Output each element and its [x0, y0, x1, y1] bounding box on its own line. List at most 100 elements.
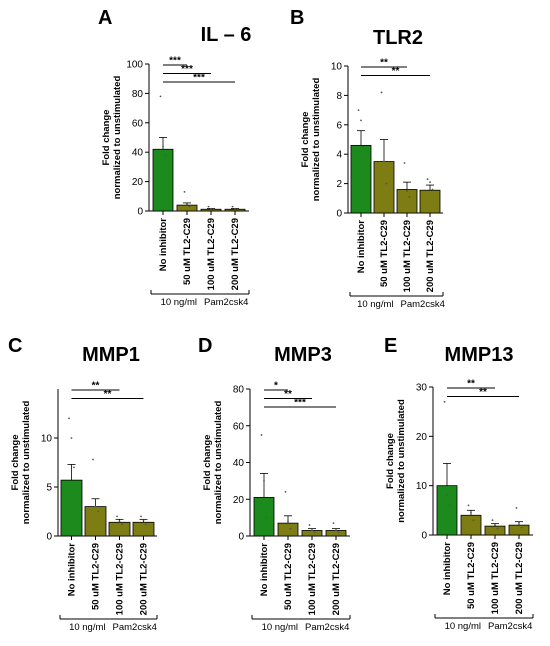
data-point-b-1 [380, 91, 383, 94]
y-axis-label-line1-e: Fold change [385, 433, 396, 489]
data-point-c-1 [92, 458, 94, 461]
data-point-c-3 [145, 523, 147, 526]
data-point-b-3 [429, 181, 431, 184]
data-point-c-0 [73, 466, 75, 469]
data-point-e-2 [494, 524, 496, 527]
x-category-label-b-0: No inhibitor [356, 220, 367, 274]
y-tick-label-c: 10 [41, 434, 53, 445]
bar-e-3 [508, 524, 530, 536]
data-point-c-2 [116, 515, 118, 518]
significance-label-d-2: *** [294, 398, 306, 409]
group-label-conc-b: 10 ng/ml [357, 299, 393, 310]
y-axis-label-line2-e: normalized to unstimulated [396, 399, 407, 523]
significance-label-c-1: ** [104, 389, 112, 400]
data-point-e-1 [472, 519, 475, 522]
data-point-a-2 [212, 208, 215, 211]
x-category-label-e-0: No inhibitor [442, 542, 453, 596]
y-axis-label-line1-a: Fold change [101, 110, 112, 166]
data-point-d-2 [311, 529, 313, 532]
data-point-d-1 [289, 527, 292, 530]
data-point-e-0 [446, 494, 448, 497]
y-tick-label-a: 0 [137, 207, 143, 218]
bar-c-2 [108, 521, 131, 537]
bar-e-2 [484, 525, 506, 536]
x-category-label-c-1: 50 uM TL2-C29 [91, 543, 102, 610]
data-point-c-0 [68, 417, 70, 420]
x-category-label-d-3: 200 uM TL2-C29 [331, 543, 342, 615]
y-axis-label-line2-b: normalized to unstimulated [311, 78, 322, 202]
x-category-label-e-3: 200 uM TL2-C29 [514, 542, 525, 614]
significance-label-a-1: *** [181, 64, 193, 75]
data-point-b-0 [360, 119, 362, 122]
bar-b-3 [419, 189, 441, 214]
bar-e-1 [460, 514, 482, 536]
y-tick-label-a: 80 [132, 89, 144, 100]
x-category-label-a-3: 200 uM TL2-C29 [230, 218, 241, 290]
y-tick-label-c: 5 [46, 483, 52, 494]
data-point-d-2 [308, 524, 311, 526]
data-point-d-1 [284, 491, 287, 493]
y-tick-label-c: 0 [46, 532, 52, 543]
y-axis-label-line1-b: Fold change [300, 112, 311, 168]
data-point-e-2 [496, 527, 499, 530]
bar-a-1 [176, 204, 198, 212]
panel-title-e: MMP13 [445, 344, 514, 366]
group-label-agent-a: Pam2csk4 [204, 297, 248, 308]
x-category-label-a-0: No inhibitor [158, 218, 169, 272]
x-category-label-b-1: 50 uM TL2-C29 [379, 220, 390, 287]
significance-label-c-0: ** [92, 381, 100, 392]
data-point-b-0 [357, 109, 360, 111]
data-point-c-2 [121, 523, 123, 526]
bar-c-0 [60, 479, 83, 537]
y-axis-label-line1-d: Fold change [202, 435, 213, 491]
data-point-e-3 [515, 506, 518, 509]
data-point-c-2 [118, 520, 121, 523]
y-tick-label-d: 60 [233, 421, 245, 432]
x-category-label-b-3: 200 uM TL2-C29 [425, 220, 436, 292]
bar-d-1 [277, 522, 299, 537]
panel-letter-e: E [384, 335, 397, 357]
panel-letter-c: C [8, 335, 22, 357]
data-point-b-3 [426, 178, 429, 181]
data-point-d-1 [287, 520, 289, 523]
x-category-label-a-1: 50 uM TL2-C29 [182, 218, 193, 285]
data-point-d-0 [260, 434, 263, 436]
y-tick-label-a: 100 [126, 60, 143, 71]
data-point-c-3 [140, 515, 142, 518]
data-point-c-1 [94, 505, 97, 508]
bar-c-3 [132, 521, 155, 537]
bar-e-0 [436, 485, 458, 536]
data-point-a-2 [210, 207, 212, 210]
data-point-a-1 [186, 202, 188, 205]
data-point-e-0 [448, 504, 451, 507]
data-point-e-2 [491, 519, 494, 522]
panel-title-c: MMP1 [82, 344, 140, 366]
data-point-e-0 [443, 400, 446, 403]
data-point-d-3 [335, 529, 337, 532]
group-label-agent-c: Pam2csk4 [113, 622, 157, 633]
data-point-d-3 [337, 531, 340, 534]
data-point-d-0 [265, 516, 268, 519]
y-tick-label-d: 20 [233, 495, 245, 506]
y-tick-label-d: 40 [233, 458, 245, 469]
significance-label-a-2: *** [193, 73, 205, 84]
group-label-conc-c: 10 ng/ml [69, 622, 105, 633]
bar-a-0 [152, 148, 174, 212]
x-category-label-b-2: 100 uM TL2-C29 [402, 220, 413, 292]
x-category-label-e-2: 100 uM TL2-C29 [490, 542, 501, 614]
data-point-d-2 [313, 531, 316, 534]
data-point-b-0 [362, 145, 365, 148]
significance-label-d-0: * [274, 381, 278, 392]
x-category-label-c-3: 200 uM TL2-C29 [139, 543, 150, 615]
data-point-a-0 [164, 154, 167, 157]
data-point-e-1 [467, 504, 470, 507]
y-tick-label-b: 6 [336, 120, 342, 131]
data-point-d-0 [263, 479, 265, 482]
x-category-label-d-0: No inhibitor [259, 543, 270, 597]
data-point-a-0 [159, 95, 162, 98]
y-tick-label-e: 10 [416, 481, 428, 492]
y-axis-label-line1-c: Fold change [10, 435, 21, 491]
data-point-a-3 [236, 208, 239, 211]
data-point-a-2 [207, 205, 210, 208]
